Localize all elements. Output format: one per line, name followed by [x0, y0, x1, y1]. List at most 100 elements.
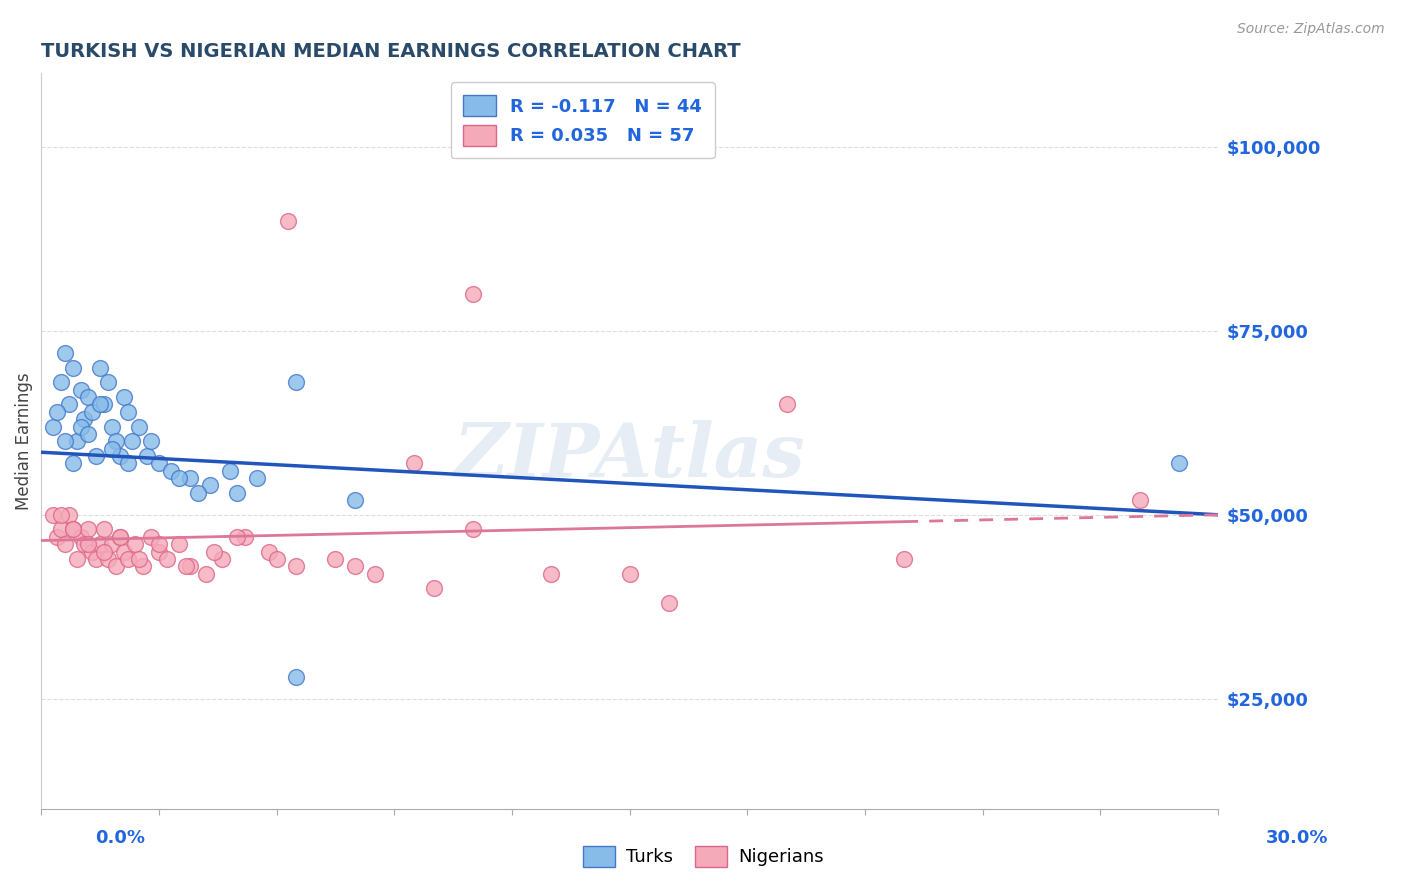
Point — [121, 434, 143, 449]
Point — [167, 471, 190, 485]
Point — [77, 390, 100, 404]
Point — [49, 508, 72, 522]
Point — [84, 552, 107, 566]
Point — [69, 530, 91, 544]
Point — [82, 405, 104, 419]
Point — [62, 523, 84, 537]
Point — [84, 449, 107, 463]
Point — [141, 530, 163, 544]
Point — [277, 213, 299, 227]
Point — [89, 360, 111, 375]
Text: 0.0%: 0.0% — [96, 829, 146, 847]
Point — [108, 530, 131, 544]
Point — [156, 552, 179, 566]
Point — [364, 566, 387, 581]
Point — [266, 552, 288, 566]
Point — [285, 670, 308, 684]
Point — [461, 523, 484, 537]
Point — [93, 544, 115, 558]
Text: Source: ZipAtlas.com: Source: ZipAtlas.com — [1237, 22, 1385, 37]
Point — [226, 530, 249, 544]
Point — [540, 566, 562, 581]
Point — [46, 405, 69, 419]
Point — [226, 485, 249, 500]
Point — [136, 449, 159, 463]
Point — [73, 412, 96, 426]
Point — [141, 434, 163, 449]
Point — [89, 397, 111, 411]
Point — [148, 456, 170, 470]
Legend: R = -0.117   N = 44, R = 0.035   N = 57: R = -0.117 N = 44, R = 0.035 N = 57 — [450, 82, 714, 159]
Point — [211, 552, 233, 566]
Point — [97, 552, 120, 566]
Point — [246, 471, 269, 485]
Point — [77, 523, 100, 537]
Point — [1167, 456, 1189, 470]
Text: 30.0%: 30.0% — [1267, 829, 1329, 847]
Point — [285, 559, 308, 574]
Point — [53, 537, 76, 551]
Text: ZIPAtlas: ZIPAtlas — [454, 419, 806, 492]
Point — [73, 537, 96, 551]
Point — [128, 552, 150, 566]
Point — [58, 508, 80, 522]
Point — [108, 530, 131, 544]
Point — [112, 390, 135, 404]
Point — [101, 442, 124, 456]
Point — [117, 456, 139, 470]
Point — [148, 544, 170, 558]
Point — [42, 419, 65, 434]
Point — [101, 537, 124, 551]
Point — [176, 559, 198, 574]
Point — [117, 405, 139, 419]
Point — [53, 434, 76, 449]
Point — [46, 530, 69, 544]
Point — [179, 559, 201, 574]
Point — [132, 559, 155, 574]
Point — [82, 544, 104, 558]
Y-axis label: Median Earnings: Median Earnings — [15, 372, 32, 510]
Point — [257, 544, 280, 558]
Point — [402, 456, 425, 470]
Point — [187, 485, 209, 500]
Point — [218, 464, 240, 478]
Point — [619, 566, 641, 581]
Point — [69, 419, 91, 434]
Point — [104, 434, 127, 449]
Point — [159, 464, 181, 478]
Point — [775, 397, 797, 411]
Point — [62, 456, 84, 470]
Point — [893, 552, 915, 566]
Point — [179, 471, 201, 485]
Point — [93, 397, 115, 411]
Point — [325, 552, 347, 566]
Point — [1128, 493, 1150, 508]
Point — [53, 346, 76, 360]
Point — [285, 376, 308, 390]
Point — [97, 376, 120, 390]
Point — [124, 537, 146, 551]
Point — [104, 559, 127, 574]
Point — [42, 508, 65, 522]
Point — [198, 478, 221, 492]
Point — [62, 360, 84, 375]
Point — [101, 419, 124, 434]
Legend: Turks, Nigerians: Turks, Nigerians — [575, 838, 831, 874]
Text: TURKISH VS NIGERIAN MEDIAN EARNINGS CORRELATION CHART: TURKISH VS NIGERIAN MEDIAN EARNINGS CORR… — [41, 42, 741, 61]
Point — [66, 434, 89, 449]
Point — [89, 537, 111, 551]
Point — [77, 426, 100, 441]
Point — [195, 566, 218, 581]
Point — [66, 552, 89, 566]
Point — [108, 449, 131, 463]
Point — [148, 537, 170, 551]
Point — [49, 523, 72, 537]
Point — [49, 376, 72, 390]
Point — [658, 596, 681, 610]
Point — [233, 530, 256, 544]
Point — [344, 559, 367, 574]
Point — [202, 544, 225, 558]
Point — [128, 419, 150, 434]
Point — [461, 287, 484, 301]
Point — [344, 493, 367, 508]
